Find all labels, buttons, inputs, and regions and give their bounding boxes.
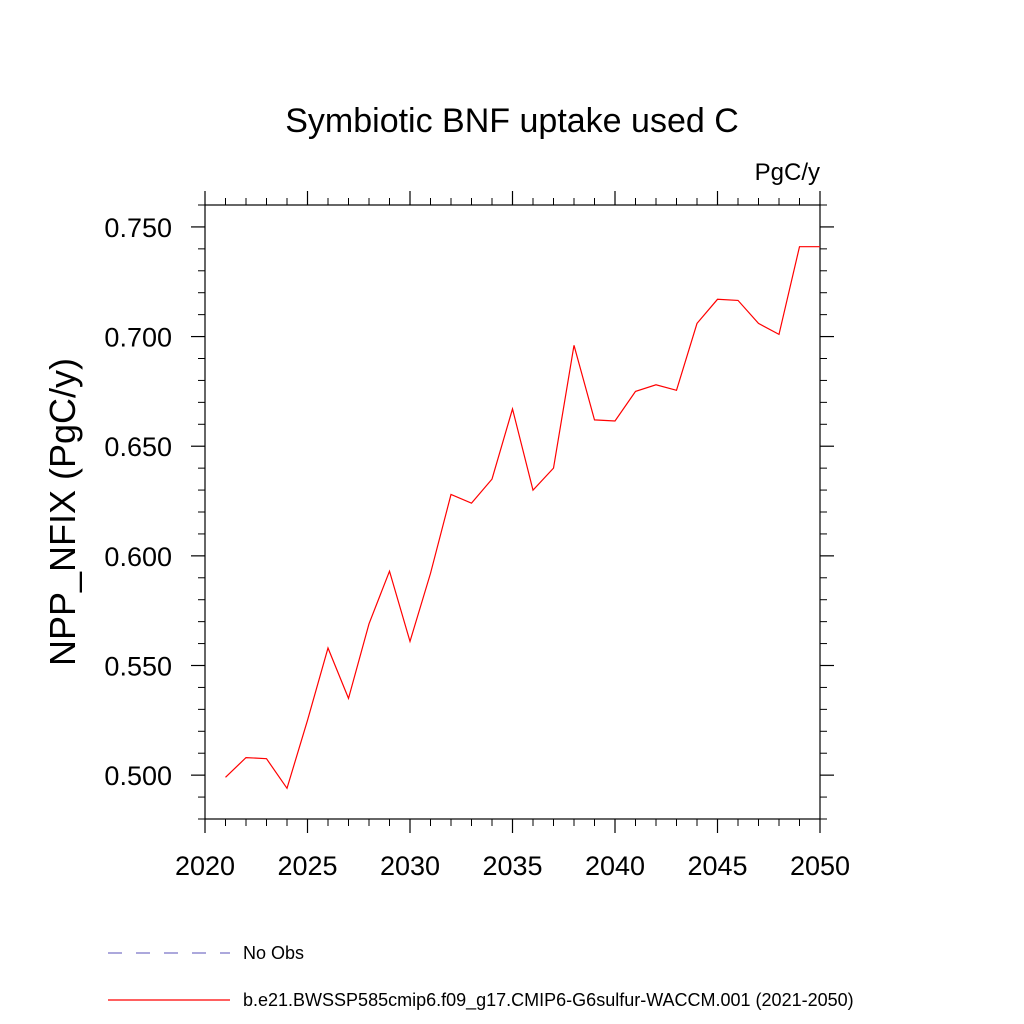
x-tick-label: 2020	[175, 851, 235, 881]
y-tick-label: 0.750	[104, 213, 172, 243]
plot-frame	[204, 204, 821, 820]
x-tick-label: 2030	[380, 851, 440, 881]
x-tick-label: 2050	[790, 851, 850, 881]
y-axis-label: NPP_NFIX (PgC/y)	[42, 358, 83, 666]
x-tick-label: 2035	[482, 851, 542, 881]
axes	[204, 204, 821, 820]
x-tick-label: 2045	[687, 851, 747, 881]
legend-label-model-run: b.e21.BWSSP585cmip6.f09_g17.CMIP6-G6sulf…	[243, 990, 854, 1011]
y-tick-label: 0.650	[104, 432, 172, 462]
y-tick-label: 0.550	[104, 652, 172, 682]
x-tick-label: 2040	[585, 851, 645, 881]
series-lines	[225, 246, 820, 790]
legend: No Obs b.e21.BWSSP585cmip6.f09_g17.CMIP6…	[108, 943, 854, 1011]
tick-marks	[191, 191, 834, 833]
y-tick-label: 0.500	[104, 761, 172, 791]
x-tick-label: 2025	[277, 851, 337, 881]
units-label: PgC/y	[755, 159, 820, 186]
tick-labels: 2020 2025 2030 2035 2040 2045 2050 0.500 0.550 0.…	[104, 213, 850, 881]
y-tick-label: 0.600	[104, 542, 172, 572]
legend-label-no-obs: No Obs	[243, 943, 304, 963]
y-tick-label: 0.700	[104, 323, 172, 353]
chart-title: Symbiotic BNF uptake used C	[285, 102, 739, 140]
series-line-1	[225, 246, 820, 790]
